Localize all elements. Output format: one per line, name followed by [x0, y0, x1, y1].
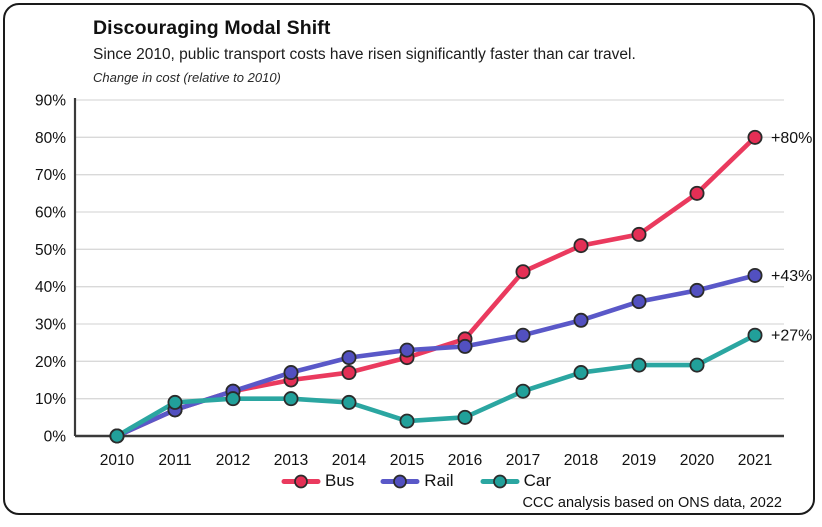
x-tick-label-2016: 2016 [448, 452, 482, 469]
y-tick-label-10: 10% [35, 391, 66, 408]
data-point-car-2010 [109, 428, 125, 444]
data-point-car-2013 [283, 391, 299, 407]
x-tick-label-2013: 2013 [274, 452, 308, 469]
data-point-rail-2013 [283, 365, 299, 381]
data-point-car-2015 [399, 413, 415, 429]
y-tick-label-30: 30% [35, 317, 66, 334]
y-tick-label-40: 40% [35, 279, 66, 296]
legend-item-car: Car [480, 471, 551, 491]
data-point-bus-2017 [515, 264, 531, 280]
data-point-car-2016 [457, 409, 473, 425]
data-point-bus-2014 [341, 365, 357, 381]
data-point-car-2021 [747, 327, 763, 343]
x-tick-label-2018: 2018 [564, 452, 598, 469]
data-point-rail-2016 [457, 338, 473, 354]
y-tick-label-50: 50% [35, 242, 66, 259]
x-tick-label-2014: 2014 [332, 452, 367, 469]
x-tick-label-2011: 2011 [158, 452, 191, 469]
data-point-car-2019 [631, 357, 647, 373]
chart-card: Discouraging Modal Shift Since 2010, pub… [3, 3, 815, 515]
data-point-rail-2014 [341, 350, 357, 366]
legend-label-rail: Rail [424, 471, 454, 490]
data-point-rail-2019 [631, 294, 647, 310]
end-label-car: +27% [771, 328, 812, 345]
y-tick-label-80: 80% [35, 130, 66, 147]
legend-swatch-bus-icon [281, 474, 321, 488]
x-tick-label-2017: 2017 [506, 452, 540, 469]
x-tick-label-2015: 2015 [390, 452, 424, 469]
series-line-car [114, 332, 758, 439]
chart-header: Discouraging Modal Shift Since 2010, pub… [93, 16, 793, 85]
axis-note: Change in cost (relative to 2010) [93, 69, 281, 85]
y-tick-label-20: 20% [35, 354, 66, 371]
data-point-rail-2017 [515, 327, 531, 343]
data-point-rail-2018 [573, 312, 589, 328]
y-tick-label-90: 90% [35, 93, 66, 110]
data-point-bus-2019 [631, 226, 647, 242]
data-point-rail-2015 [399, 342, 415, 358]
data-point-bus-2018 [573, 238, 589, 254]
data-point-rail-2021 [747, 267, 763, 283]
legend-label-bus: Bus [325, 471, 355, 490]
y-tick-label-60: 60% [35, 205, 66, 222]
x-tick-label-2020: 2020 [680, 452, 715, 469]
data-point-bus-2021 [747, 129, 763, 145]
end-label-bus: +80% [771, 130, 812, 147]
legend-label-car: Car [523, 471, 551, 490]
data-point-car-2014 [341, 394, 357, 410]
x-tick-label-2019: 2019 [622, 452, 656, 469]
chart-title: Discouraging Modal Shift [93, 17, 331, 39]
data-point-rail-2020 [689, 282, 705, 298]
end-label-rail: +43% [771, 268, 812, 285]
chart-subtitle: Since 2010, public transport costs have … [93, 46, 636, 64]
y-tick-label-70: 70% [35, 167, 66, 184]
source-attribution: CCC analysis based on ONS data, 2022 [522, 495, 782, 511]
legend-item-bus: Bus [281, 471, 354, 491]
legend-swatch-car-icon [480, 474, 520, 488]
chart-legend: Bus Rail Car [5, 471, 822, 491]
data-point-car-2017 [515, 383, 531, 399]
x-tick-label-2012: 2012 [216, 452, 250, 469]
data-point-car-2012 [225, 391, 241, 407]
series-line-rail [114, 273, 758, 439]
x-tick-label-2021: 2021 [738, 452, 772, 469]
y-tick-label-0: 0% [44, 429, 67, 446]
legend-item-rail: Rail [380, 471, 454, 491]
line-chart: 0% 10% 20% 30% 40% 50% 60% 70% 80% 90% 2010 2011 201… [35, 93, 812, 470]
data-point-car-2020 [689, 357, 705, 373]
data-point-car-2018 [573, 365, 589, 381]
x-tick-label-2010: 2010 [100, 452, 135, 469]
legend-swatch-rail-icon [380, 474, 420, 488]
data-point-car-2011 [167, 394, 183, 410]
data-point-bus-2020 [689, 185, 705, 201]
